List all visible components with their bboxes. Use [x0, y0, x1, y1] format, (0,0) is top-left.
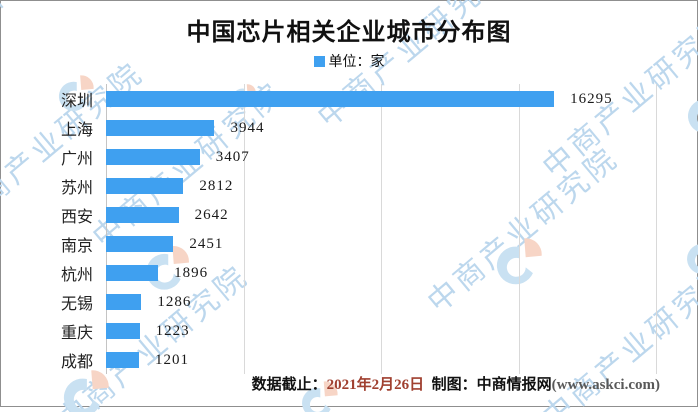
bar — [106, 293, 142, 310]
chart-row: 重庆 1223 — [0, 316, 656, 345]
chart-title: 中国芯片相关企业城市分布图 — [186, 19, 512, 46]
gridline — [243, 84, 245, 374]
chart-rows: 深圳 16295 上海 3944 广州 3407 苏州 2812 西安 2642 南京 2451 杭州 1… — [0, 84, 656, 374]
chart-row: 成都 1201 — [0, 345, 656, 374]
legend: 单位：家 — [0, 51, 698, 71]
gridline — [381, 84, 382, 374]
chart-row: 南京 2451 — [0, 229, 656, 258]
bar-track: 1896 — [106, 264, 656, 281]
chart-row: 无锡 1286 — [0, 287, 656, 316]
bar-track: 2812 — [106, 177, 656, 194]
footer-separator — [424, 377, 432, 393]
value-label: 2451 — [189, 235, 224, 252]
chart-row: 广州 3407 — [0, 142, 656, 171]
source-name: 中商情报网 — [476, 377, 552, 393]
bar-track: 1223 — [106, 322, 656, 339]
bar — [106, 148, 200, 165]
bar-track: 2642 — [106, 206, 656, 223]
value-label: 3944 — [230, 119, 265, 136]
bar — [106, 264, 159, 281]
bar-track: 2451 — [106, 235, 656, 252]
bar-track: 16295 — [106, 90, 656, 107]
category-label: 西安 — [60, 208, 93, 226]
source-label: 制图： — [431, 377, 477, 393]
bar — [106, 177, 184, 194]
category-label: 南京 — [60, 237, 93, 255]
data-cutoff-label: 数据截止： — [251, 377, 327, 393]
bar — [106, 351, 140, 368]
gridline — [518, 84, 520, 374]
value-label: 1201 — [155, 351, 190, 368]
category-label: 广州 — [60, 150, 93, 168]
value-label: 2812 — [199, 177, 234, 194]
gridline — [656, 84, 657, 374]
category-label: 无锡 — [60, 295, 93, 313]
data-cutoff-date: 2021年2月26日 — [326, 377, 425, 393]
category-label: 重庆 — [60, 324, 93, 342]
chart-row: 苏州 2812 — [0, 171, 656, 200]
bar — [106, 206, 179, 223]
bar — [106, 235, 174, 252]
legend-swatch — [313, 55, 325, 67]
value-label: 1223 — [155, 322, 190, 339]
chart-row: 上海 3944 — [0, 113, 656, 142]
bar-track: 3407 — [106, 148, 656, 165]
bar-track: 1286 — [106, 293, 656, 310]
bar-chart: 深圳 16295 上海 3944 广州 3407 苏州 2812 西安 2642 南京 2451 杭州 1… — [0, 84, 657, 374]
value-label: 3407 — [215, 148, 250, 165]
bar — [106, 90, 555, 107]
value-label: 2642 — [194, 206, 229, 223]
chart-row: 深圳 16295 — [0, 84, 656, 113]
chart-row: 西安 2642 — [0, 200, 656, 229]
y-axis-line — [106, 84, 107, 374]
category-label: 成都 — [60, 353, 93, 371]
legend-label: 单位：家 — [328, 53, 385, 69]
gridlines — [106, 84, 657, 374]
chart-row: 杭州 1896 — [0, 258, 656, 287]
value-label: 1896 — [174, 264, 209, 281]
bar — [106, 322, 140, 339]
category-label: 上海 — [60, 121, 93, 139]
category-label: 深圳 — [60, 92, 93, 110]
source-site: (www.askci.com) — [551, 377, 660, 393]
bar — [106, 119, 215, 136]
value-label: 1286 — [157, 293, 192, 310]
bar-track: 1201 — [106, 351, 656, 368]
source-note: 数据截止：2021年2月26日 制图：中商情报网(www.askci.com) — [252, 373, 660, 394]
category-label: 杭州 — [60, 266, 93, 284]
value-label: 16295 — [570, 90, 613, 107]
category-label: 苏州 — [60, 179, 93, 197]
bar-track: 3944 — [106, 119, 656, 136]
